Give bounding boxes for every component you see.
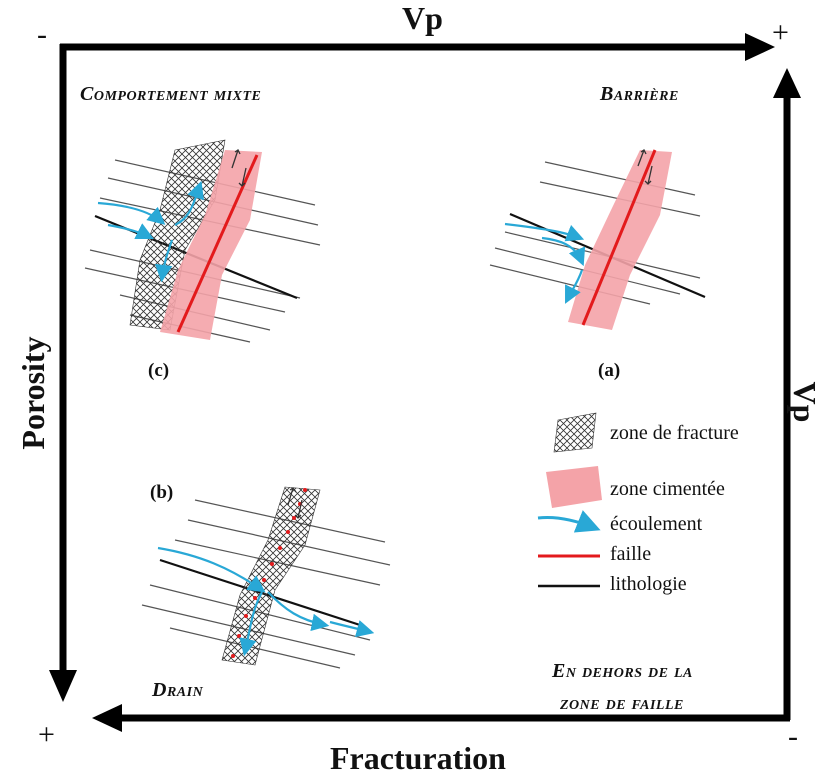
legend-symbols	[537, 412, 602, 588]
left-axis-end-sign: +	[38, 718, 55, 751]
top-axis-title: Vp	[402, 0, 443, 36]
panel-barrier-sketch	[489, 149, 706, 330]
top-axis-arrowhead	[745, 33, 775, 61]
bottom-axis-title: Fracturation	[330, 740, 506, 776]
fracture-zone	[221, 486, 321, 666]
left-axis-title: Porosity	[15, 336, 51, 450]
top-axis-end-sign: +	[772, 16, 789, 49]
left-axis-arrowhead	[49, 670, 77, 702]
flow-arrow-icon	[537, 510, 601, 533]
cemented-zone-icon	[546, 466, 602, 508]
panel-drain-sketch	[141, 486, 391, 669]
bottom-axis-arrowhead	[92, 704, 122, 732]
panel-mixed-sketch	[84, 139, 321, 343]
fault-line	[581, 149, 657, 326]
panel-mixed-id: (c)	[148, 360, 170, 381]
panel-barrier-title: Barrière	[600, 83, 679, 105]
legend-label-fracture-zone: zone de fracture	[610, 422, 739, 444]
cemented-zone	[568, 150, 672, 330]
crosshatch-icon	[553, 412, 597, 453]
frame-arrows	[49, 33, 801, 732]
panel-barrier-id: (a)	[598, 360, 621, 381]
panel-outside-title-line1: En dehors de la	[552, 660, 693, 682]
right-axis-arrowhead	[773, 68, 801, 98]
legend-label-fault: faille	[610, 543, 652, 565]
panel-drain-id: (b)	[150, 482, 174, 503]
legend-label-cemented-zone: zone cimentée	[610, 478, 725, 500]
top-axis-start-sign: -	[37, 18, 47, 51]
bottom-axis-end-sign: -	[788, 720, 798, 753]
legend-label-lithology: lithologie	[610, 573, 687, 595]
legend-label-flow: écoulement	[610, 513, 703, 535]
panel-outside-title-line2: zone de faille	[560, 692, 684, 714]
panel-drain-title: Drain	[152, 679, 204, 701]
right-axis-title: Vp	[787, 381, 820, 423]
panel-mixed-title: Comportement mixte	[80, 83, 262, 105]
